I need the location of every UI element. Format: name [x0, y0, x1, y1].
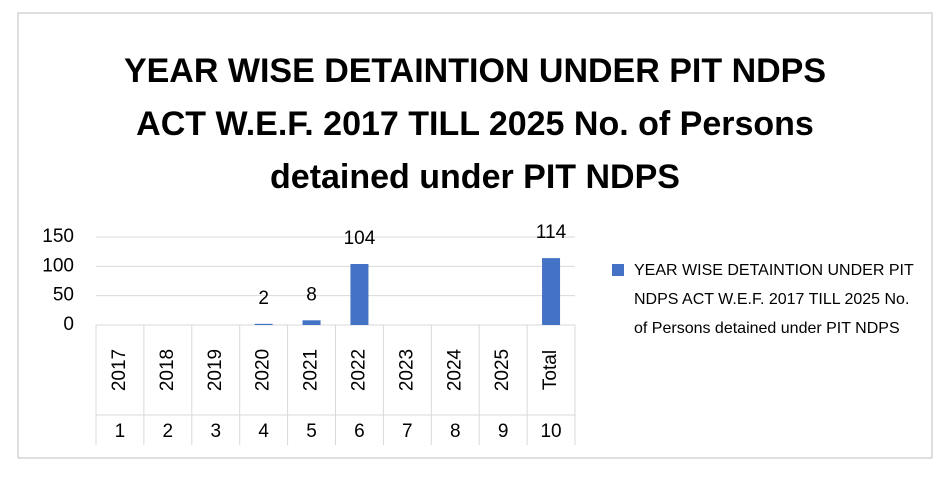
x-tick-label: 2025 [492, 349, 513, 391]
bar [542, 258, 561, 325]
x-tick-label: Total [540, 350, 561, 390]
bar [302, 320, 321, 325]
x-tick-label: 2020 [253, 349, 274, 391]
y-tick-label: 100 [42, 255, 74, 276]
x-group-label: 3 [210, 421, 221, 442]
x-group-label: 2 [163, 421, 174, 442]
x-group-label: 7 [402, 421, 413, 442]
data-label: 8 [306, 284, 317, 305]
data-label: 104 [344, 228, 376, 249]
chart-border [17, 12, 933, 459]
chart-title: YEAR WISE DETAINTION UNDER PIT NDPS ACT … [123, 52, 827, 196]
x-group-label: 9 [498, 421, 509, 442]
title-box: YEAR WISE DETAINTION UNDER PIT NDPS ACT … [123, 52, 827, 196]
legend-swatch [612, 264, 624, 276]
bar [254, 323, 273, 325]
x-tick-label: 2021 [301, 349, 322, 391]
x-tick-label: 2023 [396, 349, 417, 391]
x-group-label: 4 [258, 421, 269, 442]
y-tick-label: 50 [53, 285, 74, 306]
x-group-label: 1 [115, 421, 126, 442]
x-group-label: 10 [540, 421, 561, 442]
x-group-label: 5 [306, 421, 317, 442]
x-group-label: 6 [354, 421, 365, 442]
data-label: 2 [258, 288, 269, 309]
y-tick-label: 0 [63, 314, 74, 335]
x-tick-label: 2022 [348, 349, 369, 391]
data-label: 114 [536, 222, 567, 243]
bar [350, 263, 369, 325]
x-tick-label: 2024 [444, 348, 465, 391]
legend-box: YEAR WISE DETAINTION UNDER PIT NDPS ACT … [634, 262, 914, 337]
x-tick-label: 2017 [109, 349, 130, 391]
legend-label: YEAR WISE DETAINTION UNDER PIT NDPS ACT … [634, 262, 914, 337]
x-group-label: 8 [450, 421, 461, 442]
y-tick-label: 150 [42, 226, 74, 247]
x-tick-label: 2019 [205, 349, 226, 391]
x-tick-label: 2018 [157, 349, 178, 391]
